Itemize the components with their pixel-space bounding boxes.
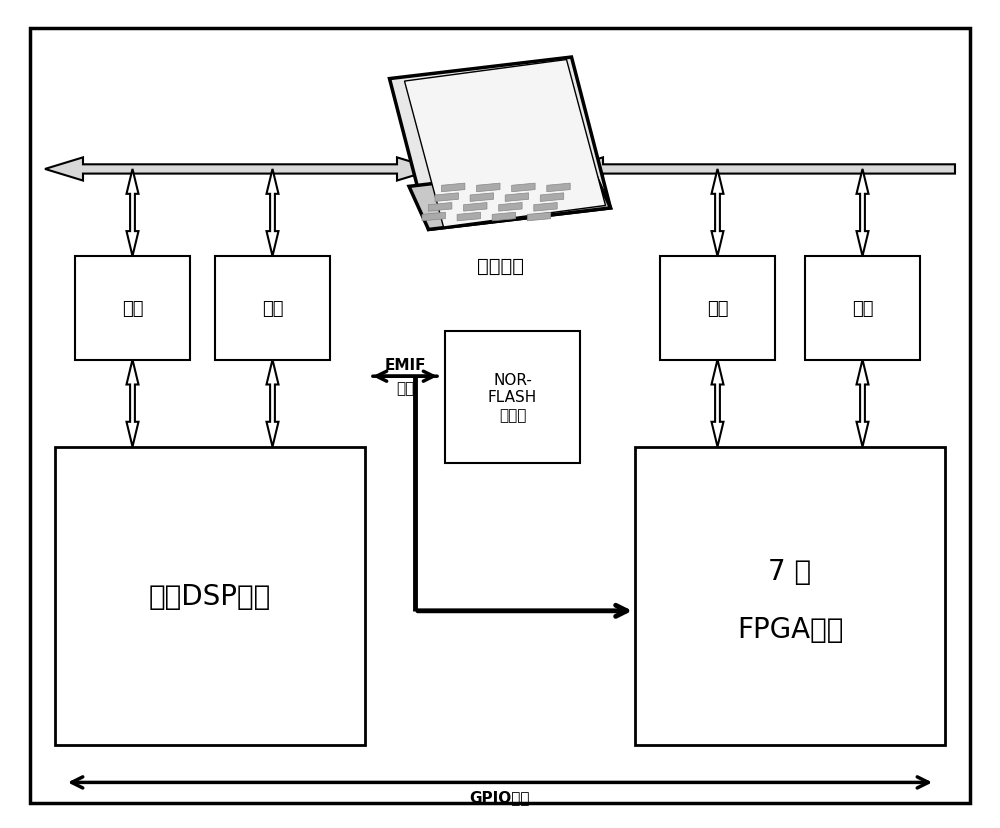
Text: 网口: 网口 bbox=[262, 300, 283, 317]
Text: 网口: 网口 bbox=[122, 300, 143, 317]
Text: 网口: 网口 bbox=[707, 300, 728, 317]
Polygon shape bbox=[126, 170, 138, 257]
Text: EMIF: EMIF bbox=[384, 358, 426, 373]
Polygon shape bbox=[477, 184, 500, 193]
Polygon shape bbox=[712, 170, 724, 257]
Polygon shape bbox=[45, 158, 435, 181]
Polygon shape bbox=[527, 213, 551, 222]
Polygon shape bbox=[512, 184, 535, 193]
Polygon shape bbox=[428, 203, 452, 212]
FancyBboxPatch shape bbox=[215, 257, 330, 360]
Polygon shape bbox=[492, 213, 516, 222]
Polygon shape bbox=[547, 184, 570, 193]
Text: 多核DSP芯片: 多核DSP芯片 bbox=[149, 582, 271, 610]
Polygon shape bbox=[409, 166, 610, 230]
Polygon shape bbox=[126, 360, 138, 447]
Polygon shape bbox=[422, 213, 445, 222]
Text: FPGA芯片: FPGA芯片 bbox=[737, 615, 843, 643]
Polygon shape bbox=[435, 194, 458, 202]
Text: 7 系: 7 系 bbox=[768, 557, 812, 585]
Polygon shape bbox=[534, 203, 557, 212]
Polygon shape bbox=[457, 213, 480, 222]
Polygon shape bbox=[266, 360, 278, 447]
Text: 远程主机: 远程主机 bbox=[477, 257, 524, 276]
FancyBboxPatch shape bbox=[445, 331, 580, 464]
FancyBboxPatch shape bbox=[660, 257, 775, 360]
Polygon shape bbox=[505, 194, 529, 202]
FancyBboxPatch shape bbox=[805, 257, 920, 360]
FancyBboxPatch shape bbox=[75, 257, 190, 360]
Polygon shape bbox=[712, 360, 724, 447]
Text: NOR-
FLASH
存储器: NOR- FLASH 存储器 bbox=[488, 373, 537, 422]
Polygon shape bbox=[856, 170, 868, 257]
Polygon shape bbox=[404, 60, 606, 228]
Polygon shape bbox=[540, 194, 564, 202]
Polygon shape bbox=[856, 360, 868, 447]
Polygon shape bbox=[470, 194, 494, 202]
Text: 总线: 总线 bbox=[396, 381, 414, 396]
Polygon shape bbox=[499, 203, 522, 212]
Polygon shape bbox=[464, 203, 487, 212]
Polygon shape bbox=[390, 58, 610, 230]
Text: GPIO总线: GPIO总线 bbox=[470, 789, 530, 804]
Text: 网口: 网口 bbox=[852, 300, 873, 317]
Polygon shape bbox=[266, 170, 278, 257]
Polygon shape bbox=[565, 158, 955, 181]
FancyBboxPatch shape bbox=[55, 447, 365, 745]
FancyBboxPatch shape bbox=[635, 447, 945, 745]
Polygon shape bbox=[442, 184, 465, 193]
